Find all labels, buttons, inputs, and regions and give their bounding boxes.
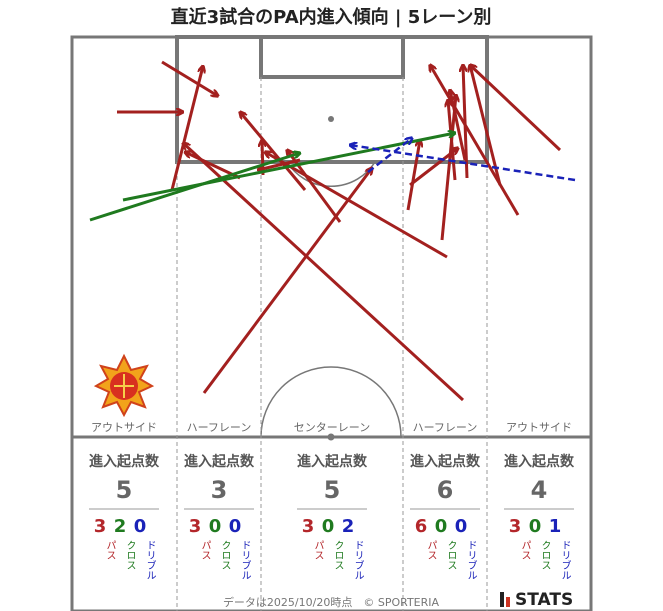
center-spot — [327, 433, 335, 441]
count: 3 — [509, 516, 522, 537]
lane-total: 3 — [211, 476, 228, 504]
lane-name: ハーフレーン — [413, 421, 478, 434]
count: 2 — [114, 516, 127, 537]
count-label: パス — [519, 540, 531, 560]
count-label: ドリブル — [559, 540, 571, 580]
cross-arrow — [122, 133, 455, 202]
dribble-arrow — [367, 138, 412, 173]
lane-name: アウトサイド — [91, 421, 157, 434]
count: 0 — [134, 516, 147, 537]
count-label: ドリブル — [465, 540, 477, 580]
count: 0 — [209, 516, 222, 537]
penalty-spot — [328, 116, 334, 122]
lane-heading: 進入起点数 — [184, 453, 255, 470]
count-label: クロス — [332, 540, 343, 570]
lane-heading: 進入起点数 — [297, 453, 368, 470]
brand: STATS — [515, 590, 573, 610]
count-label: パス — [104, 540, 116, 560]
emblem — [93, 353, 155, 418]
footer: データは2025/10/20時点 © SPORTERIA — [223, 595, 440, 609]
count-label: クロス — [219, 540, 230, 570]
lane-heading: 進入起点数 — [89, 453, 160, 470]
brand-icon — [506, 597, 510, 607]
pass-arrow — [448, 100, 457, 181]
count-label: パス — [425, 540, 437, 560]
count: 1 — [549, 516, 562, 537]
count: 0 — [229, 516, 242, 537]
count: 2 — [342, 516, 355, 537]
count: 0 — [529, 516, 542, 537]
lane-total: 5 — [324, 476, 341, 504]
lane-heading: 進入起点数 — [504, 453, 575, 470]
pass-arrow — [183, 143, 465, 402]
count: 0 — [435, 516, 448, 537]
count: 3 — [94, 516, 107, 537]
pass-arrow — [170, 66, 203, 191]
pass-arrow — [406, 140, 420, 211]
pass-arrow — [240, 112, 307, 191]
count-label: クロス — [124, 540, 135, 570]
count: 3 — [189, 516, 202, 537]
brand-icon — [500, 592, 504, 607]
pass-arrow — [265, 152, 448, 259]
count-label: クロス — [539, 540, 550, 570]
dribble-arrow — [350, 145, 576, 182]
pitch — [70, 35, 593, 611]
count: 6 — [415, 516, 428, 537]
lane-total: 6 — [437, 476, 454, 504]
count-label: パス — [199, 540, 211, 560]
count: 3 — [302, 516, 315, 537]
count-label: ドリブル — [144, 540, 156, 580]
pass-arrow — [450, 90, 467, 161]
lane-name: アウトサイド — [506, 421, 572, 434]
pass-arrow — [161, 60, 218, 96]
arrows — [89, 60, 576, 402]
lane-name: ハーフレーン — [187, 421, 252, 434]
lane-heading: 進入起点数 — [410, 453, 481, 470]
lane-name: センターレーン — [294, 421, 370, 434]
count: 0 — [322, 516, 335, 537]
pass-arrow — [470, 65, 562, 152]
count-label: ドリブル — [239, 540, 251, 580]
lane-total: 5 — [116, 476, 133, 504]
lane-total: 4 — [531, 476, 548, 504]
pass-arrow — [430, 65, 520, 216]
title: 直近3試合のPA内進入傾向 | 5レーン別 — [171, 6, 492, 28]
count: 0 — [455, 516, 468, 537]
pass-arrow — [470, 65, 502, 186]
pass-arrow — [258, 158, 301, 170]
pass-arrow — [440, 95, 456, 241]
pass-arrow — [202, 168, 372, 394]
count-label: クロス — [445, 540, 456, 570]
count-label: ドリブル — [352, 540, 364, 580]
count-label: パス — [312, 540, 324, 560]
